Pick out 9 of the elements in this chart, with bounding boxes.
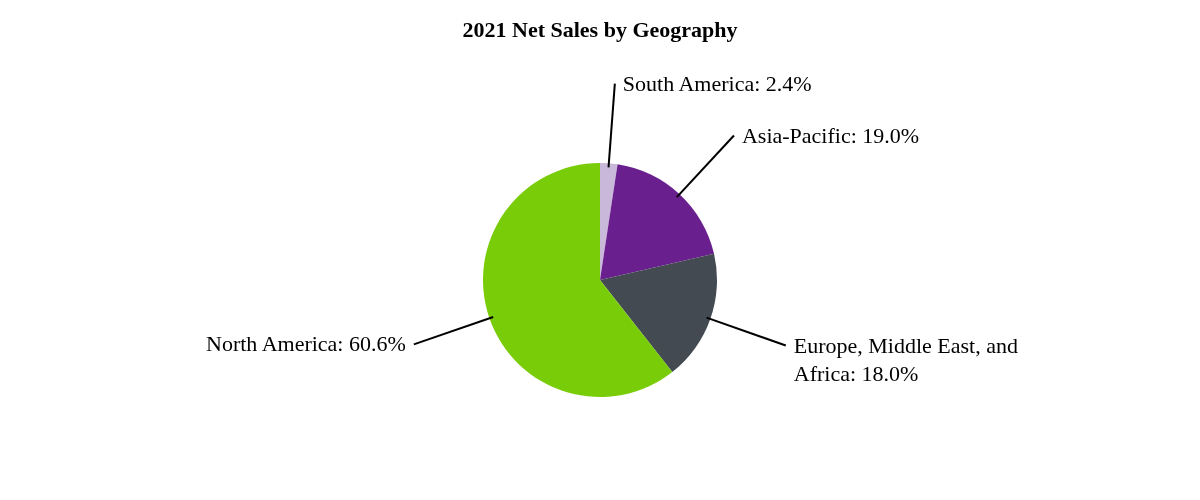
slice-label: Europe, Middle East, and Africa: 18.0% <box>793 332 1018 386</box>
pie-slice <box>600 253 717 372</box>
slice-label: Asia-Pacific: 19.0% <box>741 122 920 148</box>
slice-label: South America: 2.4% <box>622 70 812 96</box>
pie-slice <box>600 163 618 280</box>
pie-slice <box>483 163 673 397</box>
pie-slice <box>600 164 715 280</box>
chart-title: 2021 Net Sales by Geography <box>462 17 738 42</box>
slice-label: North America: 60.6% <box>206 331 406 357</box>
